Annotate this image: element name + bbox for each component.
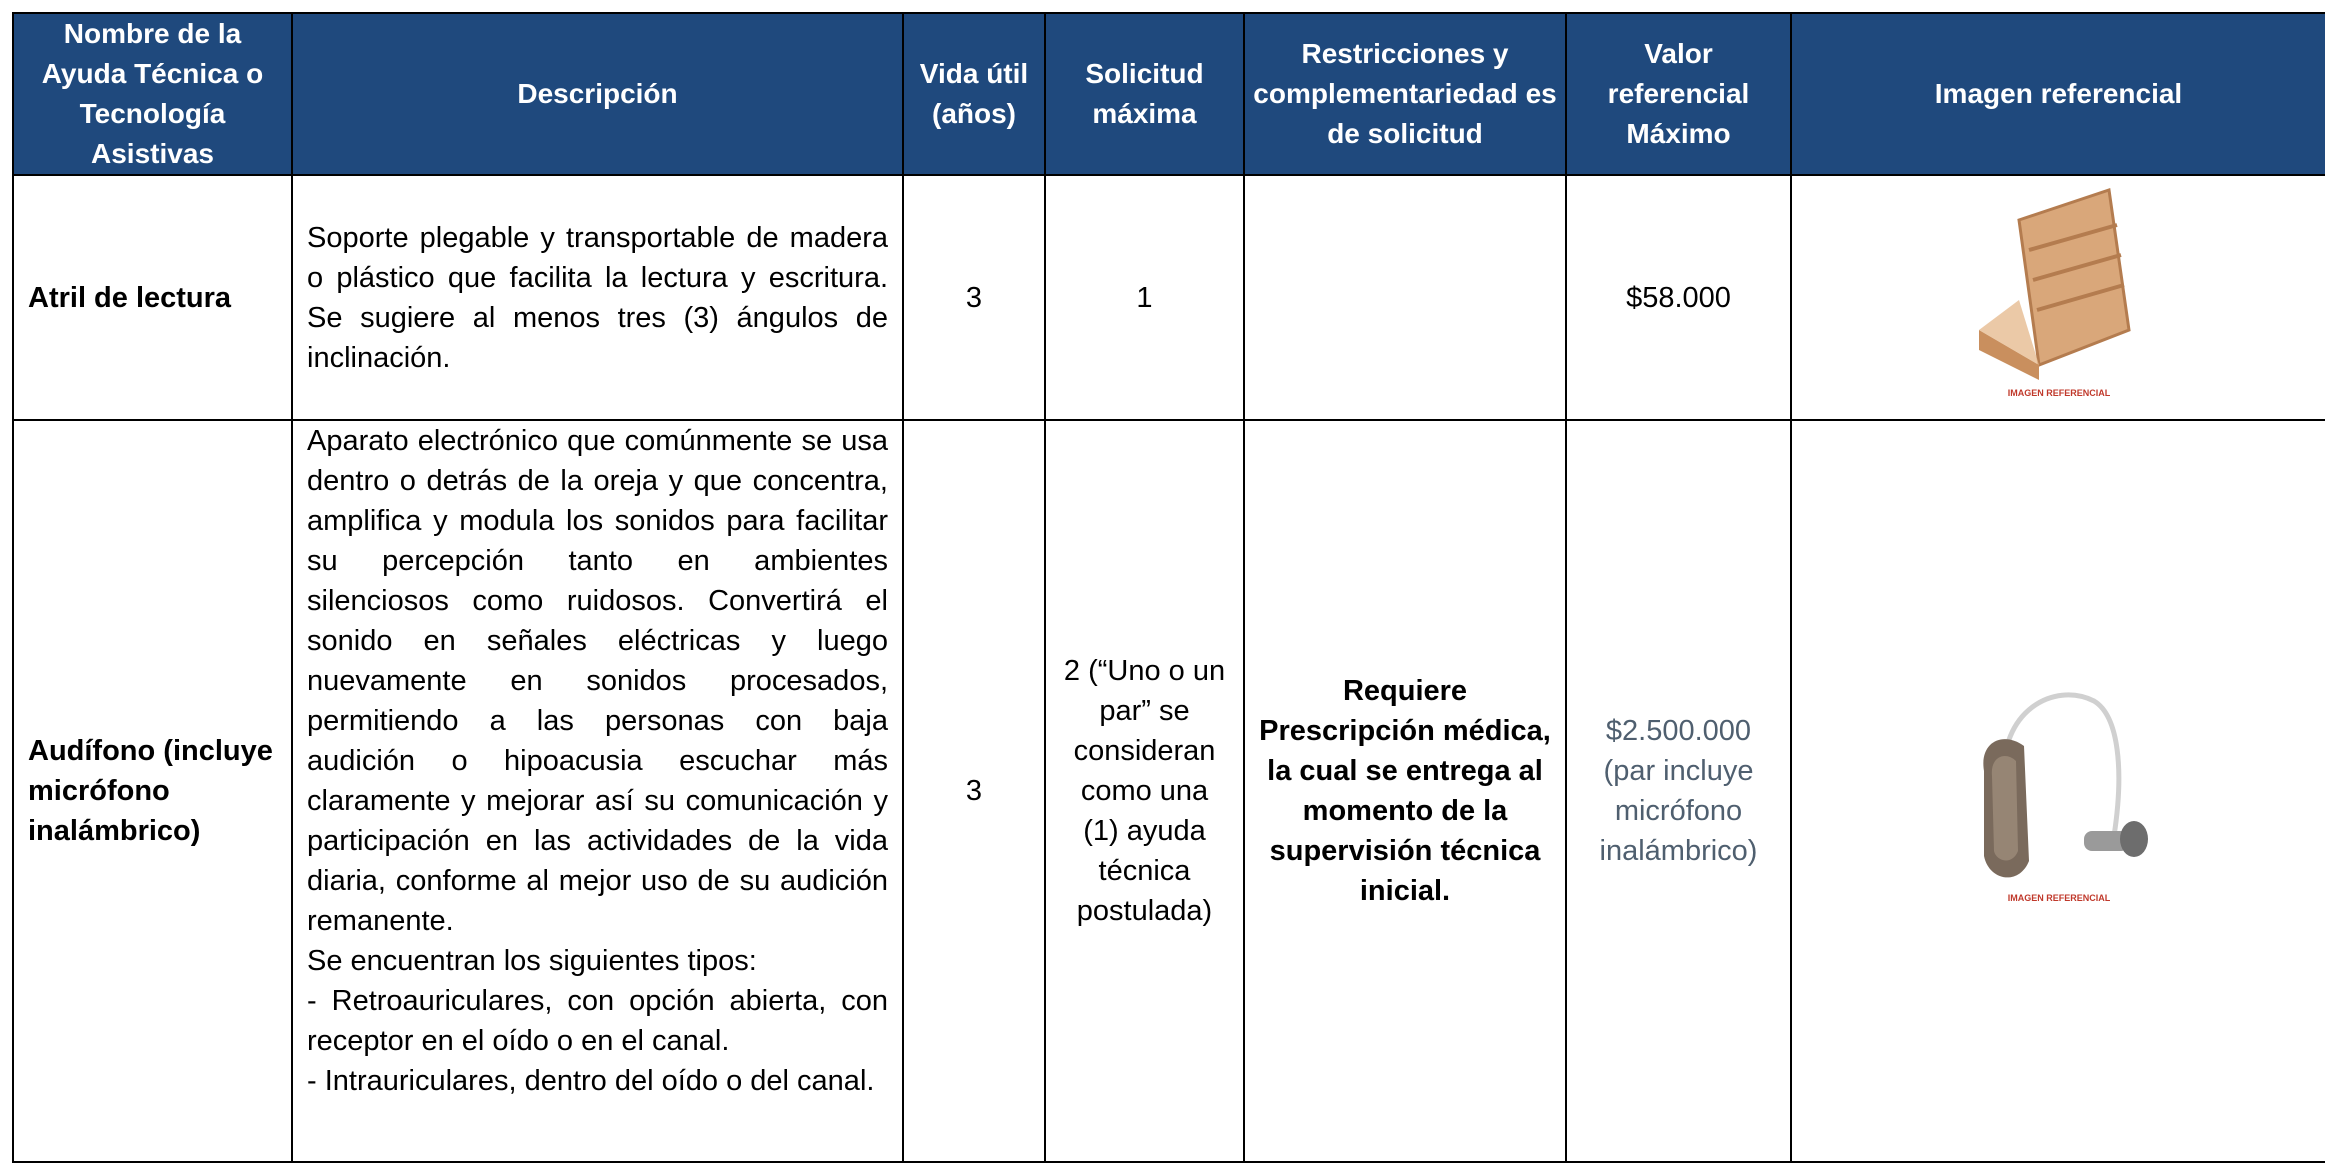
aids-table: Nombre de la Ayuda Técnica o Tecnología …: [12, 12, 2325, 1163]
image-cell: IMAGEN REFERENCIAL: [1790, 419, 2325, 1163]
image-cell: IMAGEN REFERENCIAL: [1790, 174, 2325, 421]
item-description: Soporte plegable y transportable de made…: [291, 174, 904, 421]
header-cell: Vida útil (años): [902, 12, 1046, 176]
solicitud-maxima: 2 (“Uno o un par” se consideran como una…: [1044, 419, 1245, 1163]
hearing-aid-image: IMAGEN REFERENCIAL: [1982, 691, 2148, 903]
vida-util: 3: [902, 174, 1046, 421]
image-caption: IMAGEN REFERENCIAL: [2007, 893, 2110, 903]
solicitud-maxima: 1: [1044, 174, 1245, 421]
description-paragraph: - Intrauriculares, dentro del oído o del…: [307, 1065, 875, 1097]
description-paragraph: - Retroauriculares, con opción abierta, …: [307, 985, 888, 1057]
image-caption: IMAGEN REFERENCIAL: [2007, 388, 2110, 398]
reading-stand-image: IMAGEN REFERENCIAL: [1978, 187, 2131, 398]
header-cell: Nombre de la Ayuda Técnica o Tecnología …: [12, 12, 293, 176]
header-cell: Imagen referencial: [1790, 12, 2325, 176]
restricciones: Requiere Prescripción médica, la cual se…: [1243, 419, 1567, 1163]
item-name: Atril de lectura: [12, 174, 293, 421]
item-name: Audífono (incluye micrófono inalámbrico): [12, 419, 293, 1163]
valor: $58.000: [1565, 174, 1792, 421]
description-paragraph: Se encuentran los siguientes tipos:: [307, 945, 757, 977]
vida-util: 3: [902, 419, 1046, 1163]
item-description: Aparato electrónico que comúnmente se us…: [291, 419, 904, 1163]
table-row: Audífono (incluye micrófono inalámbrico)…: [12, 419, 2325, 1163]
description-paragraph: Aparato electrónico que comúnmente se us…: [307, 425, 888, 937]
restricciones: [1243, 174, 1567, 421]
valor: $2.500.000 (par incluye micrófono inalám…: [1565, 419, 1792, 1163]
table-row: Atril de lectura Soporte plegable y tran…: [12, 174, 2325, 421]
header-cell: Solicitud máxima: [1044, 12, 1245, 176]
header-cell: Descripción: [291, 12, 904, 176]
header-cell: Valor referencial Máximo: [1565, 12, 1792, 176]
description-paragraph: Soporte plegable y transportable de made…: [307, 221, 888, 374]
header-row: Nombre de la Ayuda Técnica o Tecnología …: [12, 12, 2325, 176]
header-cell: Restricciones y complementariedad es de …: [1243, 12, 1567, 176]
